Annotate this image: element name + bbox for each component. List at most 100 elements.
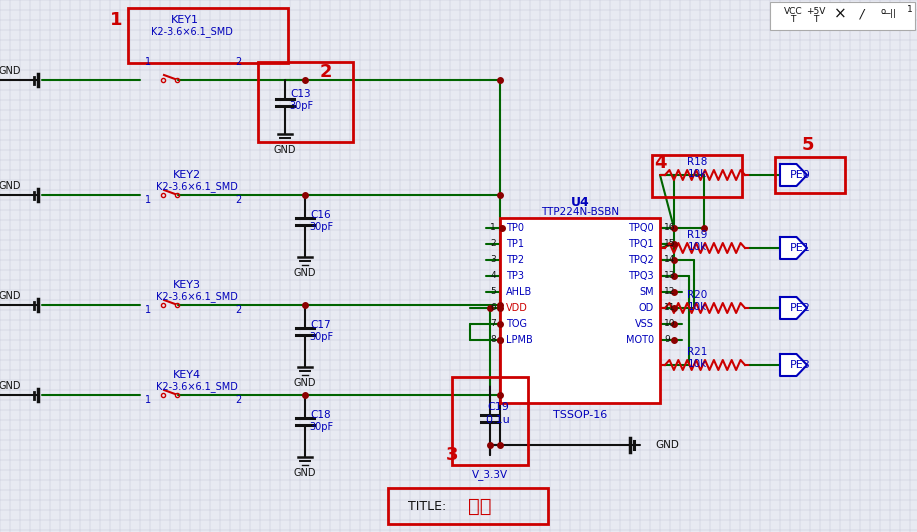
Text: 2: 2 <box>235 195 241 205</box>
Text: VDD: VDD <box>506 303 528 313</box>
Text: 2: 2 <box>491 239 496 248</box>
Bar <box>128 8 288 63</box>
Text: TOG: TOG <box>506 319 527 329</box>
Text: 10k: 10k <box>688 359 707 369</box>
Text: GND: GND <box>655 440 679 450</box>
Text: 8: 8 <box>491 336 496 345</box>
Text: 6: 6 <box>491 303 496 312</box>
Text: 14: 14 <box>664 255 676 264</box>
Text: C17: C17 <box>311 320 331 330</box>
Text: V_3.3V: V_3.3V <box>472 470 508 480</box>
Text: 1: 1 <box>145 305 151 315</box>
Text: PE0: PE0 <box>790 170 811 180</box>
Text: 1: 1 <box>907 4 913 13</box>
Text: 30pF: 30pF <box>289 101 313 111</box>
Text: C18: C18 <box>311 410 331 420</box>
Text: 3: 3 <box>491 255 496 264</box>
Text: C16: C16 <box>311 210 331 220</box>
Text: R20: R20 <box>687 290 707 300</box>
Text: 10k: 10k <box>688 169 707 179</box>
Text: 16: 16 <box>664 223 676 232</box>
Text: 10k: 10k <box>688 242 707 252</box>
Text: 9: 9 <box>664 336 669 345</box>
Bar <box>452 377 528 465</box>
Text: TSSOP-16: TSSOP-16 <box>553 410 607 420</box>
Text: o: o <box>880 6 886 15</box>
Polygon shape <box>780 237 807 259</box>
Text: 7: 7 <box>491 320 496 328</box>
Text: TP0: TP0 <box>506 223 524 233</box>
Text: 1: 1 <box>491 223 496 232</box>
Text: 3: 3 <box>446 446 458 464</box>
Text: /: / <box>860 7 864 21</box>
Text: TTP224N-BSBN: TTP224N-BSBN <box>541 207 619 217</box>
Bar <box>500 218 660 403</box>
Text: ×: × <box>834 6 846 21</box>
Bar <box>258 62 353 142</box>
Text: TP2: TP2 <box>506 255 525 265</box>
Text: GND: GND <box>274 145 296 155</box>
Text: —||: —|| <box>881 10 897 19</box>
Text: GND: GND <box>293 468 316 478</box>
Text: 30pF: 30pF <box>309 222 333 232</box>
Text: KEY2: KEY2 <box>173 170 201 180</box>
Text: U4: U4 <box>570 195 590 209</box>
Text: VSS: VSS <box>635 319 654 329</box>
Text: TITLE:: TITLE: <box>408 500 447 512</box>
Text: PE2: PE2 <box>790 303 811 313</box>
Text: TPQ0: TPQ0 <box>628 223 654 233</box>
Text: VCC: VCC <box>784 6 802 15</box>
Text: 30pF: 30pF <box>309 332 333 342</box>
Text: 4: 4 <box>491 271 496 280</box>
Bar <box>770 2 915 30</box>
Text: TP3: TP3 <box>506 271 524 281</box>
Text: SM: SM <box>639 287 654 297</box>
Text: GND: GND <box>0 181 21 191</box>
Text: 输入: 输入 <box>468 496 492 516</box>
Text: TPQ3: TPQ3 <box>628 271 654 281</box>
Text: TPQ1: TPQ1 <box>628 239 654 249</box>
Text: 5: 5 <box>491 287 496 296</box>
Text: PE1: PE1 <box>790 243 811 253</box>
Text: 13: 13 <box>664 271 676 280</box>
Text: GND: GND <box>293 268 316 278</box>
Text: 2: 2 <box>320 63 332 81</box>
Text: 2: 2 <box>235 305 241 315</box>
Text: T: T <box>813 15 819 24</box>
Polygon shape <box>780 354 807 376</box>
Text: K2-3.6×6.1_SMD: K2-3.6×6.1_SMD <box>156 181 238 193</box>
Text: R18: R18 <box>687 157 707 167</box>
Text: 12: 12 <box>664 287 676 296</box>
Text: PE3: PE3 <box>790 360 811 370</box>
Bar <box>775 157 845 193</box>
Polygon shape <box>780 164 807 186</box>
Text: R21: R21 <box>687 347 707 357</box>
Text: +5V: +5V <box>806 6 825 15</box>
Text: 10: 10 <box>664 320 676 328</box>
Text: AHLB: AHLB <box>506 287 532 297</box>
Text: 1: 1 <box>145 195 151 205</box>
Text: C13: C13 <box>291 89 311 99</box>
Text: C19: C19 <box>487 402 509 412</box>
Text: 5: 5 <box>801 136 814 154</box>
Text: OD: OD <box>639 303 654 313</box>
Text: GND: GND <box>293 378 316 388</box>
Text: 10k: 10k <box>688 302 707 312</box>
Text: K2-3.6×6.1_SMD: K2-3.6×6.1_SMD <box>156 292 238 303</box>
Text: GND: GND <box>0 66 21 76</box>
Text: 15: 15 <box>664 239 676 248</box>
Text: 2: 2 <box>235 395 241 405</box>
Text: R19: R19 <box>687 230 707 240</box>
Text: KEY1: KEY1 <box>171 15 199 25</box>
Text: K2-3.6×6.1_SMD: K2-3.6×6.1_SMD <box>156 381 238 393</box>
Bar <box>388 488 548 524</box>
Text: 1: 1 <box>145 395 151 405</box>
Text: GND: GND <box>0 381 21 391</box>
Text: 1: 1 <box>145 57 151 67</box>
Text: KEY4: KEY4 <box>173 370 201 380</box>
Text: 2: 2 <box>235 57 241 67</box>
Text: 11: 11 <box>664 303 676 312</box>
Text: K2-3.6×6.1_SMD: K2-3.6×6.1_SMD <box>151 27 233 37</box>
Text: 4: 4 <box>654 154 667 172</box>
Bar <box>652 155 742 197</box>
